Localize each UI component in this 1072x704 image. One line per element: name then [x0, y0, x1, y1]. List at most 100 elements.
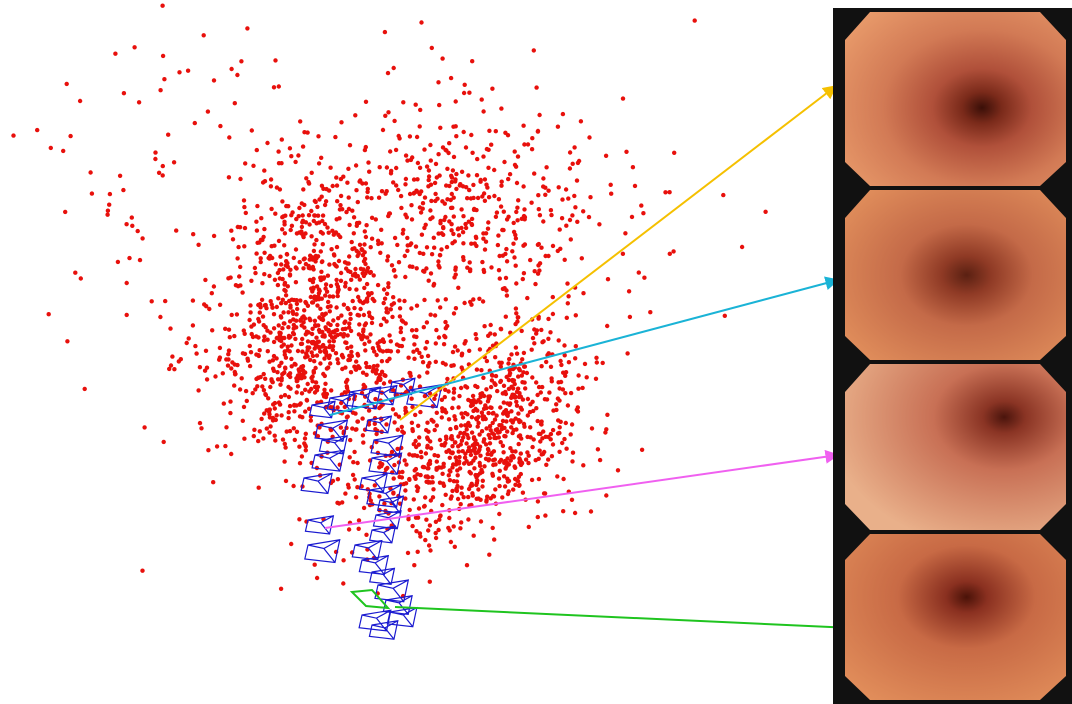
map-point: [487, 435, 493, 441]
map-point: [400, 231, 405, 236]
map-point: [277, 363, 282, 369]
map-point: [446, 473, 451, 478]
map-point: [441, 225, 446, 230]
map-point: [428, 480, 433, 485]
map-point: [484, 387, 489, 392]
map-point: [484, 405, 489, 411]
map-point: [254, 334, 259, 339]
map-point: [421, 325, 426, 330]
map-point: [361, 327, 366, 332]
map-point: [511, 487, 516, 492]
map-point: [273, 438, 278, 443]
map-point: [408, 373, 413, 379]
map-point: [514, 281, 519, 286]
map-point: [332, 261, 337, 267]
map-point: [409, 217, 415, 222]
map-point: [620, 251, 626, 256]
map-point: [499, 423, 504, 428]
map-point: [478, 391, 483, 397]
map-point: [481, 191, 487, 196]
map-point: [266, 396, 271, 401]
map-point: [417, 531, 423, 536]
map-point: [373, 371, 379, 376]
map-point: [140, 568, 145, 573]
map-point: [372, 349, 377, 354]
map-point: [365, 335, 370, 340]
map-point: [220, 371, 225, 376]
map-point: [403, 176, 409, 182]
map-point: [447, 528, 452, 533]
map-point: [368, 269, 373, 275]
map-point: [441, 342, 447, 347]
map-point: [586, 214, 592, 220]
map-point: [204, 365, 210, 370]
map-point: [426, 174, 432, 179]
map-point: [533, 458, 538, 463]
map-point: [435, 453, 441, 459]
map-point: [539, 364, 544, 369]
map-point: [503, 275, 509, 281]
map-point: [274, 356, 279, 361]
map-point: [375, 238, 381, 243]
map-point: [526, 524, 531, 530]
map-point: [469, 222, 475, 228]
map-point: [369, 291, 374, 296]
map-point: [557, 227, 562, 232]
map-point: [443, 492, 448, 497]
map-point: [379, 241, 384, 246]
map-point: [463, 451, 468, 456]
map-point: [280, 326, 285, 331]
map-point: [276, 84, 281, 89]
map-point: [540, 436, 545, 441]
map-point: [535, 514, 540, 520]
map-point: [493, 435, 499, 441]
map-point: [504, 464, 509, 469]
map-point: [239, 376, 244, 381]
map-point: [397, 314, 403, 319]
map-point: [226, 175, 232, 180]
map-point: [363, 360, 369, 366]
map-point: [469, 481, 474, 486]
map-point: [279, 360, 284, 365]
map-point: [454, 479, 460, 484]
map-point: [423, 346, 428, 351]
map-point: [327, 309, 332, 314]
map-point: [255, 203, 260, 209]
map-point: [497, 253, 502, 259]
map-point: [428, 216, 433, 222]
map-point: [452, 544, 457, 549]
map-point: [328, 361, 333, 366]
map-point: [320, 242, 325, 247]
map-point: [478, 497, 483, 502]
map-point: [225, 363, 231, 368]
map-point: [346, 325, 352, 330]
map-point: [464, 427, 469, 432]
map-point: [382, 501, 387, 506]
map-point: [409, 420, 415, 425]
map-point: [307, 277, 313, 283]
map-point: [447, 183, 452, 189]
map-point: [281, 321, 286, 326]
map-point: [280, 437, 286, 442]
map-point: [297, 517, 302, 522]
map-point: [417, 435, 422, 440]
map-point: [330, 228, 335, 233]
map-point: [230, 237, 236, 242]
map-point: [543, 185, 548, 190]
map-point: [528, 257, 533, 263]
map-point: [557, 449, 562, 454]
map-point: [286, 310, 291, 315]
map-point: [433, 535, 439, 541]
map-point: [560, 440, 565, 446]
map-point: [284, 203, 289, 209]
map-point: [588, 509, 594, 514]
map-point: [358, 306, 363, 312]
map-point: [529, 147, 535, 152]
map-point: [455, 473, 460, 478]
map-point: [563, 420, 568, 426]
map-point: [594, 360, 599, 365]
map-point: [509, 409, 514, 414]
map-point: [267, 359, 272, 364]
map-point: [430, 475, 435, 480]
map-point: [450, 437, 455, 442]
